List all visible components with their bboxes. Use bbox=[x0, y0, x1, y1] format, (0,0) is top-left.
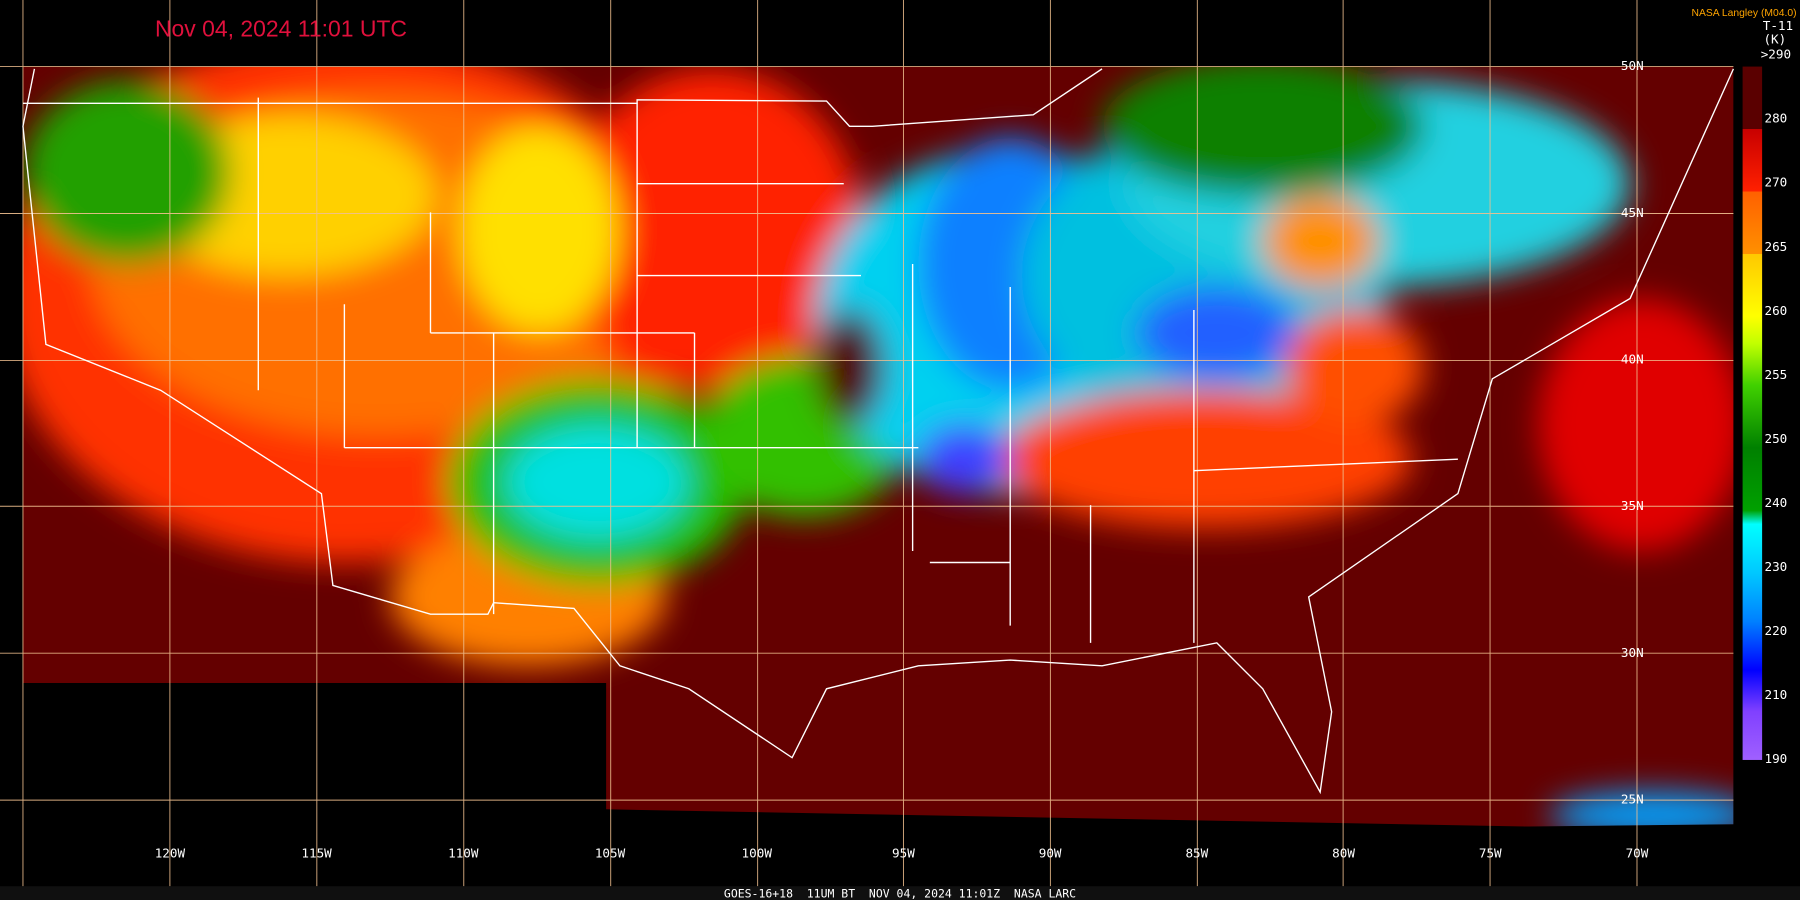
credit: NASA Langley (M04.0) bbox=[1691, 8, 1796, 19]
colorbar-units: (K) bbox=[1763, 32, 1786, 47]
longitude-label: 95W bbox=[892, 846, 915, 861]
latitude-label: 40N bbox=[1621, 352, 1644, 367]
latitude-label: 50N bbox=[1621, 58, 1644, 73]
colorbar-label: 230 bbox=[1765, 559, 1788, 574]
canada-border bbox=[22, 68, 1103, 127]
colorbar-label: 250 bbox=[1765, 431, 1788, 446]
colorbar-label: 270 bbox=[1765, 175, 1788, 190]
state-borders bbox=[257, 97, 1458, 643]
title: Nov 04, 2024 11:01 UTC bbox=[155, 16, 407, 42]
latitude-label: 30N bbox=[1621, 645, 1644, 660]
latitude-label: 25N bbox=[1621, 792, 1644, 807]
longitude-label: 115W bbox=[301, 846, 332, 861]
footer-bar bbox=[0, 886, 1800, 900]
colorbar-label: 260 bbox=[1765, 303, 1788, 318]
longitude-label: 110W bbox=[448, 846, 479, 861]
footer: GOES-16+18 11UM BT NOV 04, 2024 11:01Z N… bbox=[724, 887, 1076, 900]
graticule bbox=[0, 0, 1734, 887]
longitude-label: 105W bbox=[595, 846, 626, 861]
coastline bbox=[22, 68, 1735, 795]
colorbar-label: 280 bbox=[1765, 111, 1788, 126]
colorbar-label: >290 bbox=[1761, 47, 1791, 62]
longitude-label: 120W bbox=[155, 846, 186, 861]
colorbar bbox=[1742, 66, 1763, 760]
colorbar-label: 255 bbox=[1765, 367, 1788, 382]
colorbar-title: T-11 bbox=[1763, 18, 1793, 33]
latitude-label: 45N bbox=[1621, 205, 1644, 220]
colorbar-label: 190 bbox=[1765, 751, 1788, 766]
borders bbox=[22, 68, 1735, 795]
longitude-label: 75W bbox=[1479, 846, 1502, 861]
longitude-label: 80W bbox=[1332, 846, 1355, 861]
longitude-label: 70W bbox=[1626, 846, 1649, 861]
longitude-label: 90W bbox=[1039, 846, 1062, 861]
colorbar-label: 220 bbox=[1765, 623, 1788, 638]
colorbar-label: 210 bbox=[1765, 687, 1788, 702]
longitude-label: 85W bbox=[1185, 846, 1208, 861]
longitude-label: 100W bbox=[742, 846, 773, 861]
colorbar-label: 265 bbox=[1765, 239, 1788, 254]
colorbar-label: 240 bbox=[1765, 495, 1788, 510]
latitude-label: 35N bbox=[1621, 498, 1644, 513]
